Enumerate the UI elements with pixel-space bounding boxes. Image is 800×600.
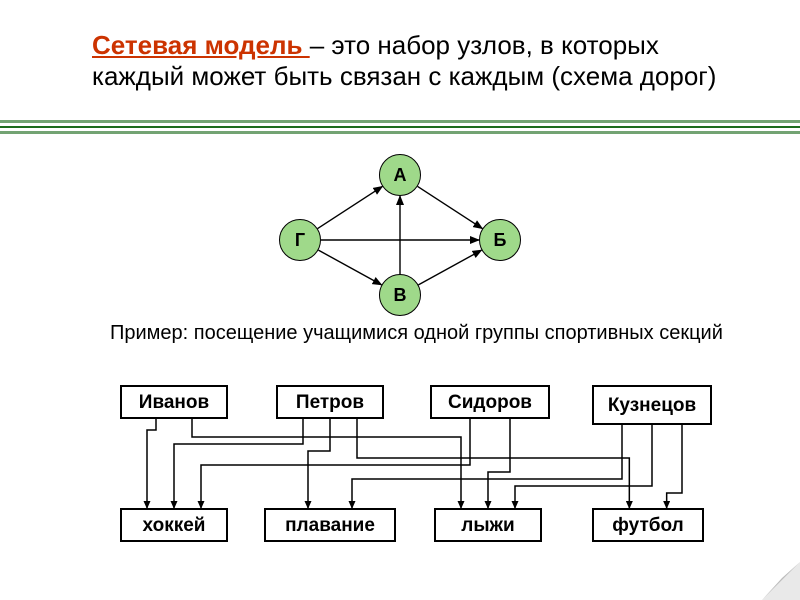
stripe (0, 131, 800, 134)
title-term: Сетевая модель (92, 30, 310, 60)
graph-node-B: Б (479, 219, 521, 261)
graph-node-A: А (379, 154, 421, 196)
graph-node-V: В (379, 274, 421, 316)
student-box: Иванов (120, 385, 228, 419)
sport-box: футбол (592, 508, 704, 542)
decorative-stripe-bar (0, 120, 800, 134)
slide-title: Сетевая модель – это набор узлов, в кото… (92, 30, 752, 92)
graph-node-G: Г (279, 219, 321, 261)
student-box: Сидоров (430, 385, 550, 419)
sport-box: лыжи (434, 508, 542, 542)
example-caption: Пример: посещение учащимися одной группы… (110, 320, 750, 347)
student-box: Кузнецов (592, 385, 712, 425)
sport-box: хоккей (120, 508, 228, 542)
page-corner-icon (762, 562, 800, 600)
sport-box: плавание (264, 508, 396, 542)
student-box: Петров (276, 385, 384, 419)
